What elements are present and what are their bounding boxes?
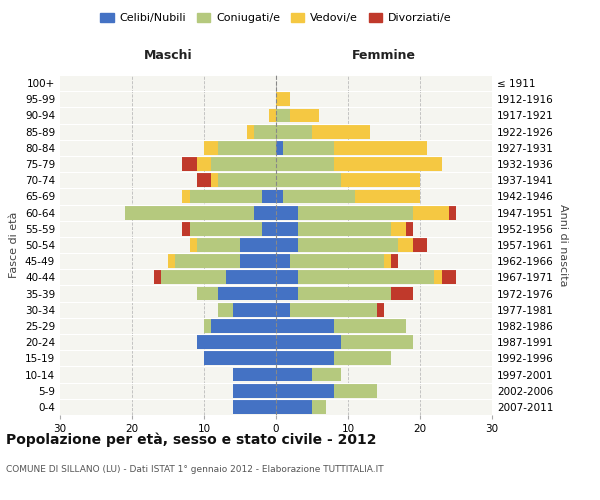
Bar xyxy=(384,254,391,268)
Bar xyxy=(276,174,341,187)
Bar xyxy=(276,157,334,171)
Bar xyxy=(276,222,298,235)
Bar xyxy=(355,190,420,203)
Bar xyxy=(276,286,298,300)
Bar xyxy=(434,270,442,284)
Bar xyxy=(391,286,413,300)
Bar xyxy=(197,286,218,300)
Bar xyxy=(211,319,276,333)
Bar xyxy=(334,319,406,333)
Y-axis label: Fasce di età: Fasce di età xyxy=(10,212,19,278)
Bar xyxy=(449,206,456,220)
Bar xyxy=(413,238,427,252)
Bar xyxy=(298,222,391,235)
Bar xyxy=(413,206,449,220)
Bar xyxy=(276,92,290,106)
Bar xyxy=(334,141,427,154)
Bar xyxy=(254,125,276,138)
Bar xyxy=(283,141,334,154)
Bar xyxy=(298,238,398,252)
Bar xyxy=(204,141,218,154)
Bar xyxy=(190,190,262,203)
Bar xyxy=(276,206,298,220)
Text: Femmine: Femmine xyxy=(352,49,416,62)
Bar xyxy=(211,174,218,187)
Bar xyxy=(262,190,276,203)
Bar xyxy=(182,222,190,235)
Bar xyxy=(276,400,312,414)
Bar xyxy=(276,270,298,284)
Bar xyxy=(197,336,276,349)
Bar xyxy=(218,303,233,316)
Bar xyxy=(341,336,413,349)
Bar xyxy=(262,222,276,235)
Bar xyxy=(377,303,384,316)
Bar xyxy=(276,254,290,268)
Bar xyxy=(298,286,391,300)
Bar xyxy=(240,254,276,268)
Bar xyxy=(334,384,377,398)
Bar xyxy=(247,125,254,138)
Bar xyxy=(161,270,226,284)
Bar xyxy=(276,352,334,365)
Bar xyxy=(312,368,341,382)
Bar xyxy=(226,270,276,284)
Bar xyxy=(154,270,161,284)
Bar xyxy=(276,384,334,398)
Bar xyxy=(276,336,341,349)
Bar xyxy=(276,319,334,333)
Bar xyxy=(233,303,276,316)
Bar xyxy=(391,222,406,235)
Bar xyxy=(312,125,370,138)
Bar xyxy=(204,352,276,365)
Bar xyxy=(190,222,262,235)
Bar xyxy=(442,270,456,284)
Bar xyxy=(218,174,276,187)
Bar xyxy=(269,108,276,122)
Bar xyxy=(240,238,276,252)
Bar xyxy=(276,303,290,316)
Bar xyxy=(233,384,276,398)
Bar xyxy=(290,108,319,122)
Legend: Celibi/Nubili, Coniugati/e, Vedovi/e, Divorziati/e: Celibi/Nubili, Coniugati/e, Vedovi/e, Di… xyxy=(96,8,456,28)
Bar xyxy=(341,174,420,187)
Text: Popolazione per età, sesso e stato civile - 2012: Popolazione per età, sesso e stato civil… xyxy=(6,432,377,447)
Bar xyxy=(125,206,254,220)
Y-axis label: Anni di nascita: Anni di nascita xyxy=(557,204,568,286)
Bar xyxy=(312,400,326,414)
Bar xyxy=(334,157,442,171)
Bar xyxy=(218,141,276,154)
Bar xyxy=(175,254,240,268)
Bar xyxy=(276,125,312,138)
Bar xyxy=(276,238,298,252)
Bar xyxy=(283,190,355,203)
Bar xyxy=(254,206,276,220)
Bar xyxy=(197,174,211,187)
Bar xyxy=(211,157,276,171)
Bar xyxy=(190,238,197,252)
Bar xyxy=(276,190,283,203)
Bar xyxy=(276,108,290,122)
Bar xyxy=(168,254,175,268)
Text: COMUNE DI SILLANO (LU) - Dati ISTAT 1° gennaio 2012 - Elaborazione TUTTITALIA.IT: COMUNE DI SILLANO (LU) - Dati ISTAT 1° g… xyxy=(6,465,383,474)
Bar xyxy=(298,206,413,220)
Bar xyxy=(233,400,276,414)
Bar xyxy=(233,368,276,382)
Bar xyxy=(290,254,384,268)
Bar xyxy=(197,157,211,171)
Bar xyxy=(334,352,391,365)
Bar xyxy=(276,141,283,154)
Bar xyxy=(276,368,312,382)
Bar xyxy=(218,286,276,300)
Bar xyxy=(298,270,434,284)
Bar xyxy=(197,238,240,252)
Bar xyxy=(391,254,398,268)
Bar xyxy=(182,190,190,203)
Bar xyxy=(182,157,197,171)
Bar xyxy=(406,222,413,235)
Bar xyxy=(398,238,413,252)
Bar xyxy=(290,303,377,316)
Text: Maschi: Maschi xyxy=(143,49,193,62)
Bar xyxy=(204,319,211,333)
